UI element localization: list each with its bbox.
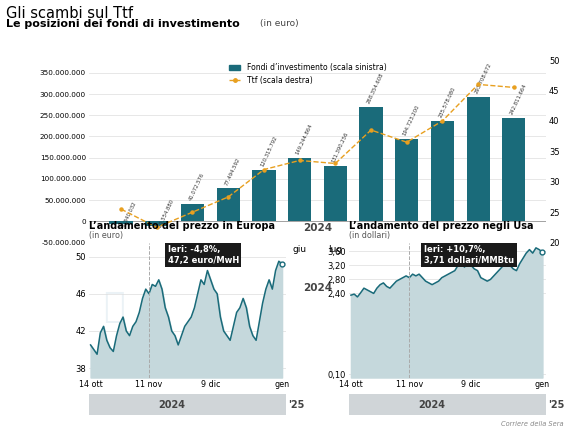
Text: 293.708.672: 293.708.672 bbox=[474, 62, 492, 94]
Title: L’andamento del prezzo negli Usa: L’andamento del prezzo negli Usa bbox=[349, 221, 534, 231]
Bar bbox=[181, 204, 204, 221]
Bar bbox=[467, 97, 490, 221]
Bar bbox=[109, 221, 133, 224]
Text: Gli scambi sul Ttf: Gli scambi sul Ttf bbox=[6, 6, 133, 21]
Title: L’andamento del prezzo in Europa: L’andamento del prezzo in Europa bbox=[89, 221, 275, 231]
Text: '25: '25 bbox=[288, 399, 304, 410]
Bar bbox=[502, 118, 526, 221]
Bar bbox=[324, 166, 347, 221]
Text: 235.578.080: 235.578.080 bbox=[438, 86, 456, 119]
Bar bbox=[359, 107, 383, 221]
Bar bbox=[145, 221, 168, 226]
Text: Ieri: +10,7%,
3,71 dollari/MMBtu: Ieri: +10,7%, 3,71 dollari/MMBtu bbox=[424, 245, 514, 265]
Text: 2024: 2024 bbox=[303, 283, 332, 293]
Legend: Fondi d’investimento (scala sinistra), Ttf (scala destra): Fondi d’investimento (scala sinistra), T… bbox=[226, 60, 390, 88]
Text: '25: '25 bbox=[548, 399, 565, 410]
Text: (in euro): (in euro) bbox=[89, 231, 123, 240]
Text: -10.554.880: -10.554.880 bbox=[157, 199, 175, 230]
Bar bbox=[288, 158, 311, 221]
Text: 194.723.200: 194.723.200 bbox=[402, 104, 421, 136]
Text: 41.072.576: 41.072.576 bbox=[188, 172, 205, 201]
Bar bbox=[252, 170, 276, 221]
Text: 🔥: 🔥 bbox=[104, 290, 125, 324]
Text: 268.354.608: 268.354.608 bbox=[367, 73, 385, 105]
Text: Ieri: -4,8%,
47,2 euro/MwH: Ieri: -4,8%, 47,2 euro/MwH bbox=[168, 245, 239, 265]
FancyBboxPatch shape bbox=[89, 394, 286, 415]
Text: Corriere della Sera: Corriere della Sera bbox=[501, 421, 563, 427]
Text: 120.315.792: 120.315.792 bbox=[259, 135, 278, 168]
Bar bbox=[217, 188, 240, 221]
Bar bbox=[395, 139, 418, 221]
FancyBboxPatch shape bbox=[349, 394, 546, 415]
Text: 131.390.256: 131.390.256 bbox=[331, 131, 349, 163]
Text: 2024: 2024 bbox=[418, 399, 446, 410]
Text: -7.340.032: -7.340.032 bbox=[121, 200, 138, 228]
Bar bbox=[431, 121, 454, 221]
Text: (in dollari): (in dollari) bbox=[349, 231, 390, 240]
Text: 242.811.664: 242.811.664 bbox=[509, 83, 528, 116]
Text: 2024: 2024 bbox=[303, 223, 332, 233]
Text: Le posizioni dei fondi di investimento: Le posizioni dei fondi di investimento bbox=[6, 19, 240, 29]
Text: 149.244.864: 149.244.864 bbox=[295, 123, 314, 155]
Text: (in euro): (in euro) bbox=[260, 19, 299, 28]
Text: 2024: 2024 bbox=[158, 399, 185, 410]
Text: 77.494.592: 77.494.592 bbox=[224, 157, 241, 186]
